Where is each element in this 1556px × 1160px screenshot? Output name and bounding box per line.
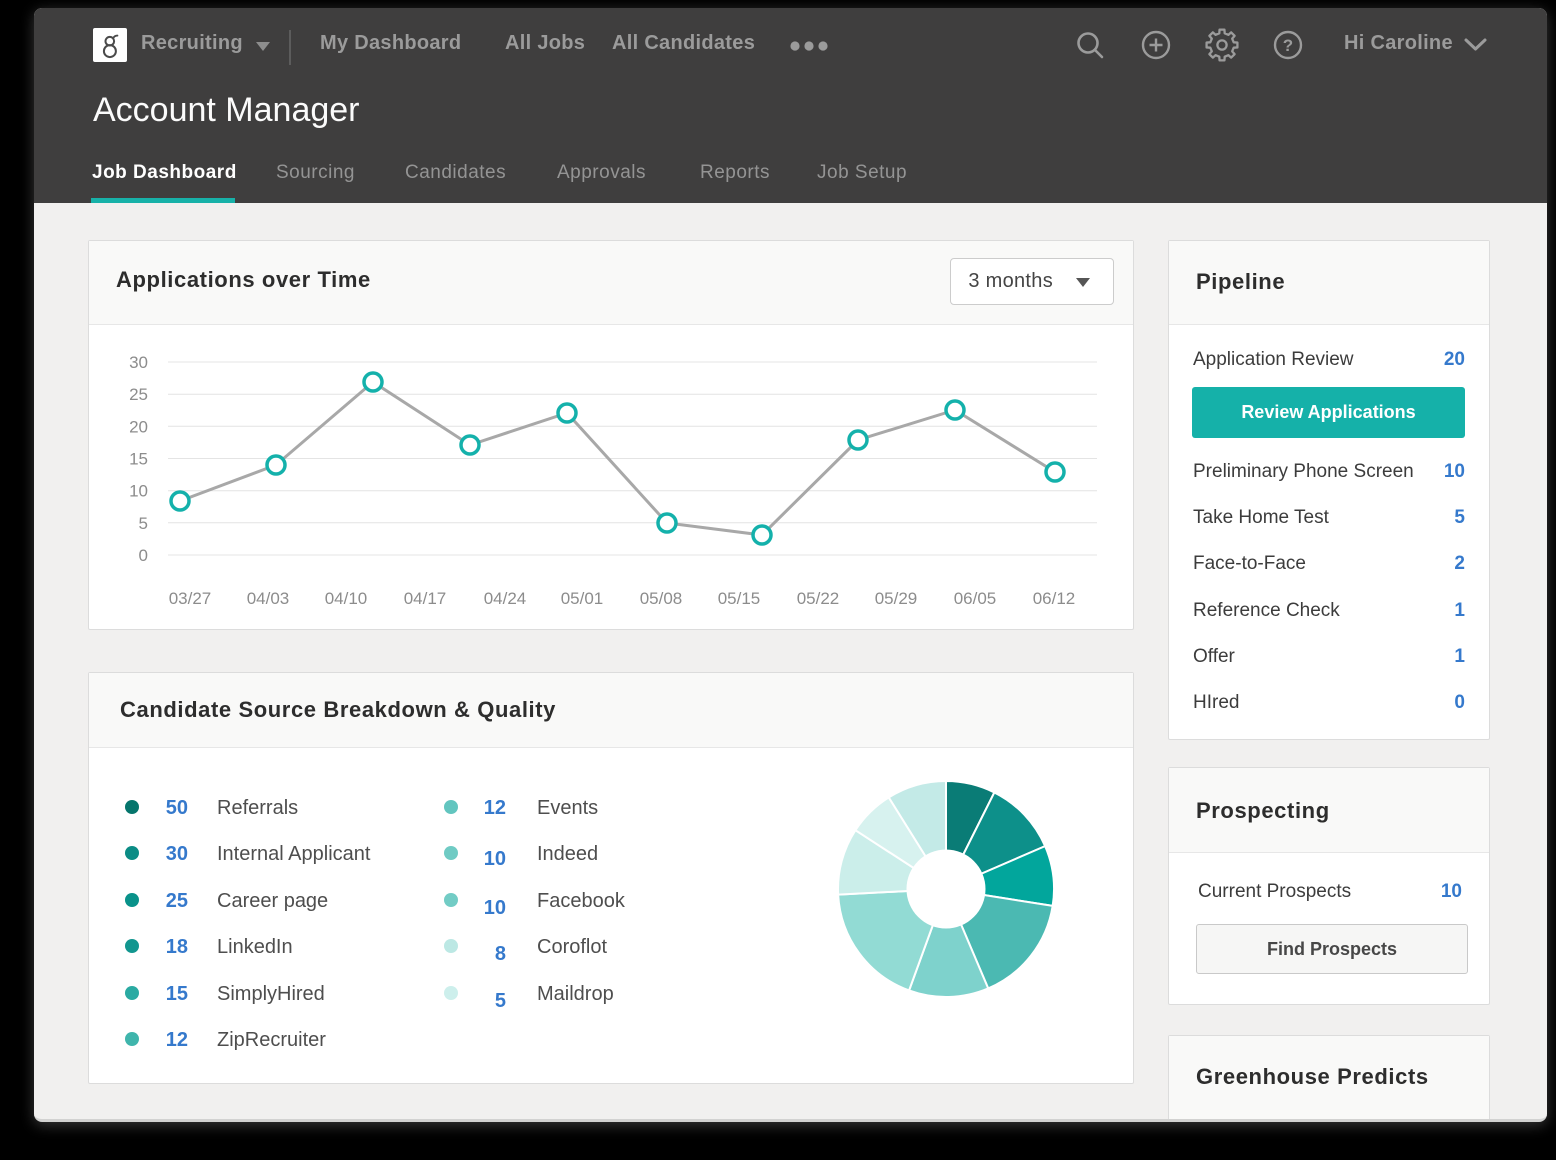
svg-text:0: 0 — [139, 546, 148, 565]
svg-text:04/17: 04/17 — [404, 589, 447, 608]
svg-text:25: 25 — [129, 385, 148, 404]
svg-text:5: 5 — [139, 514, 148, 533]
svg-text:05/29: 05/29 — [875, 589, 918, 608]
svg-text:05/01: 05/01 — [561, 589, 604, 608]
svg-text:05/15: 05/15 — [718, 589, 761, 608]
svg-text:05/08: 05/08 — [640, 589, 683, 608]
svg-text:03/27: 03/27 — [169, 589, 212, 608]
svg-text:04/24: 04/24 — [484, 589, 527, 608]
svg-text:10: 10 — [129, 482, 148, 501]
svg-text:04/10: 04/10 — [325, 589, 368, 608]
svg-text:06/05: 06/05 — [954, 589, 997, 608]
svg-text:06/12: 06/12 — [1033, 589, 1076, 608]
svg-text:04/03: 04/03 — [247, 589, 290, 608]
svg-text:20: 20 — [129, 417, 148, 436]
svg-text:?: ? — [1283, 36, 1293, 55]
svg-text:05/22: 05/22 — [797, 589, 840, 608]
svg-text:30: 30 — [129, 353, 148, 372]
svg-text:15: 15 — [129, 450, 148, 469]
